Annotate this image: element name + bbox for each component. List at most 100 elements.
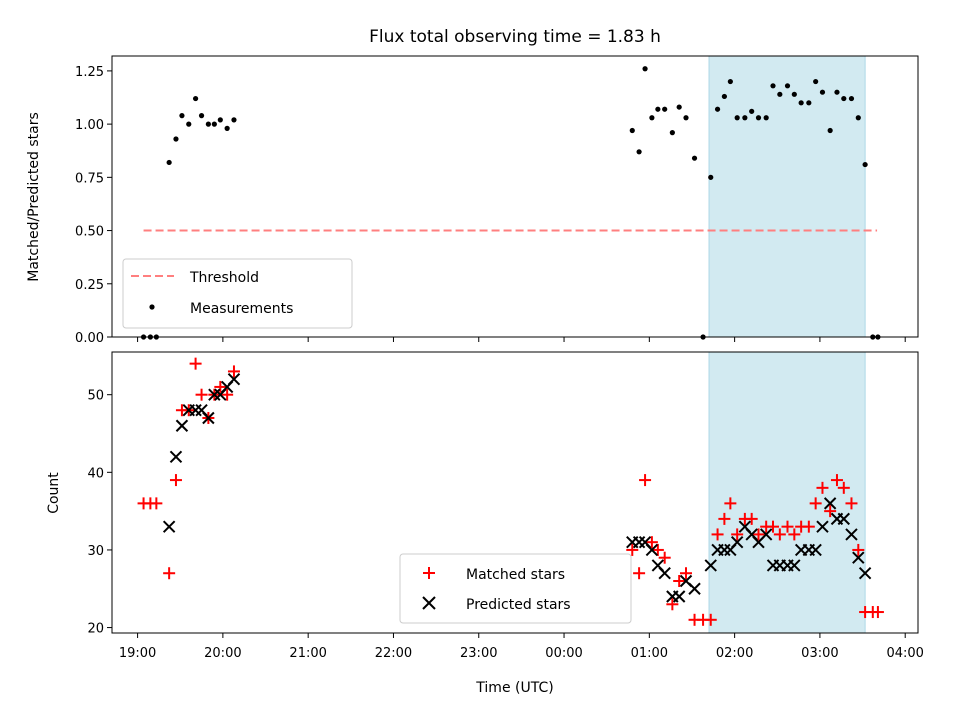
predicted-star-point [704,559,717,572]
matched-star-point [767,520,780,533]
measurement-point [683,115,689,121]
matched-star-point [221,388,234,401]
x-stroke [195,404,208,417]
highlight-span-rect [708,55,866,338]
x-tick-label: 22:00 [375,646,412,661]
chart-title: Flux total observing time = 1.83 h [369,27,661,47]
x-tick-label: 19:00 [119,646,156,661]
matched-star-point [227,365,240,378]
x-stroke [175,419,189,432]
measurement-point [749,108,755,114]
top-legend-box [122,258,353,329]
measurement-point [841,95,847,102]
measurement-point [755,115,762,121]
measurement-point [777,91,783,97]
matched-star-point [745,512,758,525]
predicted-star-point [162,520,176,533]
matched-star-point [189,357,202,370]
top-y-ticks: 0.00 0.25 0.50 0.75 1.00 1.25 [75,65,112,346]
y-tick-label: 0.25 [75,278,104,293]
predicted-star-point [858,567,872,580]
matched-star-point [639,474,652,487]
measurement-point [742,115,748,121]
matched-star-point [704,613,717,626]
x-tick-label: 00:00 [545,646,582,661]
x-stroke [202,411,215,425]
top-y-axis-label: Matched/Predicted stars [26,112,42,282]
matched-star-point [731,528,744,541]
x-stroke [788,559,801,572]
matched-star-point [788,528,801,541]
predicted-star-point [645,543,659,557]
x-stroke [816,520,829,533]
matched-star-point [150,497,163,510]
measurement-point [691,155,698,161]
x-stroke [688,582,701,595]
measurement-point [708,174,714,180]
x-tick-label: 03:00 [801,646,838,661]
x-stroke [658,567,671,580]
legend-threshold-label: Threshold [189,270,259,286]
x-stroke [730,535,744,549]
legend-measurements-label: Measurements [190,301,293,317]
measurement-point [784,83,791,89]
measurement-point [192,95,199,102]
bottom-y-axis-label: Count [46,472,62,514]
predicted-star-point [759,528,773,541]
measurement-point [186,121,192,127]
matched-star-point [658,551,671,564]
bottom-panel: 20 30 40 50 19:00 20:00 21:00 22:00 23:00 00:00 0… [46,351,924,696]
measurement-point [827,127,833,134]
measurement-point [855,115,861,121]
measurement-point [819,89,826,95]
x-stroke [227,372,241,386]
bottom-y-ticks: 20 30 40 50 [87,389,112,637]
legend-predicted-label: Predicted stars [466,597,571,613]
matched-star-point [852,543,865,556]
legend-measurements-marker [149,304,155,310]
matched-star-point [666,598,679,611]
x-stroke [645,543,659,557]
matched-star-point [802,520,815,533]
matched-star-point [845,497,858,510]
matched-star-point [830,474,843,487]
matched-star-point [824,505,837,518]
measurement-point [791,91,797,97]
matched-star-point [169,474,182,487]
bottom-legend: Matched stars Predicted stars [399,553,632,624]
predicted-star-point [658,567,671,580]
measurement-point [166,159,172,166]
measurement-point [173,136,179,142]
matched-star-point [752,528,765,541]
x-stroke [651,559,665,572]
x-stroke [759,528,773,541]
matched-star-point [816,481,829,494]
y-tick-label: 50 [87,389,104,404]
measurement-point [629,127,635,134]
y-tick-label: 0.50 [75,225,104,240]
matched-star-point [680,567,693,580]
predicted-star-point [845,528,858,541]
measurement-point [211,121,217,127]
bottom-x-ticks: 19:00 20:00 21:00 22:00 23:00 00:00 01:00 02:00… [119,633,924,661]
legend-matched-label: Matched stars [466,567,565,583]
legend-matched-marker [423,567,435,579]
y-tick-label: 20 [87,622,104,637]
x-stroke [162,520,176,533]
y-tick-label: 0.00 [75,331,104,346]
matched-star-point [214,380,227,393]
predicted-star-point [823,497,837,510]
measurement-point [676,104,682,110]
matched-star-point [773,528,786,541]
measurement-point [649,115,655,121]
measurement-point [848,95,855,102]
matched-star-point [871,606,884,619]
measurement-point [669,130,675,136]
predicted-star-point [809,543,822,557]
x-stroke [823,497,837,510]
x-stroke [672,590,686,603]
predicted-star-point [730,535,744,549]
x-stroke [837,512,851,526]
x-tick-label: 21:00 [289,646,326,661]
predicted-star-point [202,411,215,425]
